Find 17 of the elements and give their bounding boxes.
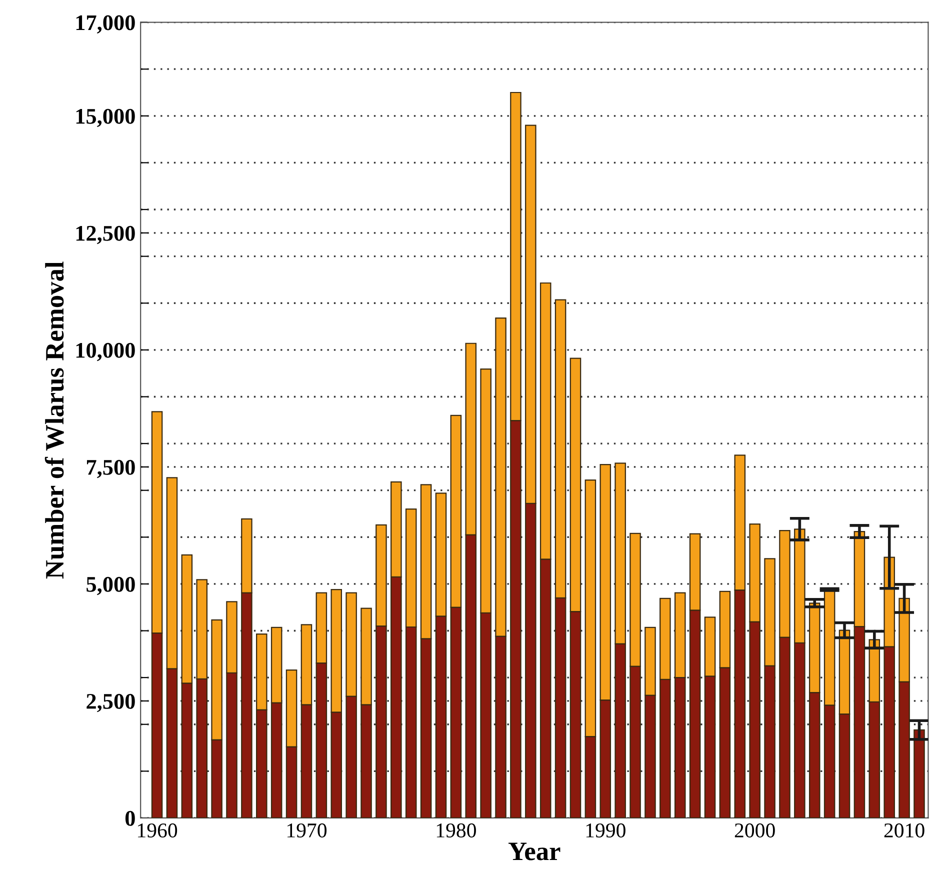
y-tick-label: 10,000 [76,342,135,362]
x-tick-label: 1970 [287,823,327,838]
bar [914,729,925,818]
x-tick-label: 2010 [884,823,924,838]
x-tick-label: 1990 [586,823,626,838]
y-tick-label: 2,500 [86,694,135,712]
y-tick-label: 7,500 [86,460,135,478]
x-axis-title: Year [508,842,560,860]
y-tick-label: 12,500 [76,226,135,244]
y-tick-label: 15,000 [76,108,135,128]
y-tick-label: 17,000 [76,15,135,34]
y-tick-label: 0 [125,810,135,826]
x-tick-label: 1960 [138,823,178,838]
y-tick-label: 5,000 [86,576,135,596]
x-tick-label: 2000 [734,823,775,838]
x-tick-label: 1980 [436,823,476,838]
y-axis-title: Number of Wlarus Removal [44,262,64,579]
